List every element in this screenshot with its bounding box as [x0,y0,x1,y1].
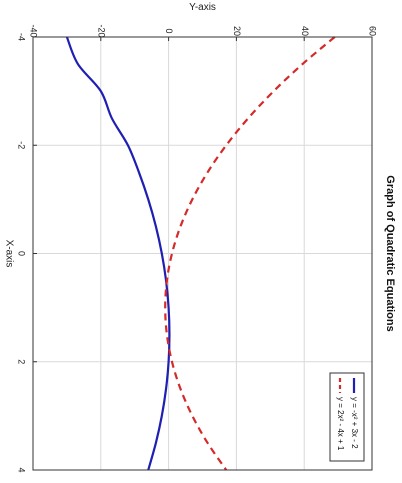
x-tick-label-1: -2 [17,141,27,149]
y-tick-label-5: 60 [368,26,378,36]
axis-labels: Y-axis X-axis Graph of Quadratic Equations [3,2,396,332]
x-tick-label-0: -4 [17,33,27,41]
y-tick-label-2: 0 [164,28,174,33]
series-line-1 [164,36,336,471]
chart-title: Graph of Quadratic Equations [384,175,396,331]
x-tick-label-4: 4 [17,467,27,472]
series-lines [65,36,336,471]
legend: y = -x² + 3x - 2 y = 2x² - 4x + 1 [329,372,365,462]
x-tick-label-2: 0 [17,251,27,256]
x-axis-label: X-axis [3,240,14,268]
y-tick-label-1: -20 [96,24,106,37]
grid [32,36,373,471]
y-tick-label-0: -40 [29,24,39,37]
y-axis-label: Y-axis [189,2,216,13]
legend-label-1: y = 2x² - 4x + 1 [336,397,345,451]
x-tick-label-3: 2 [17,359,27,364]
y-tick-label-4: 40 [300,26,310,36]
legend-box [329,372,365,462]
legend-label-0: y = -x² + 3x - 2 [350,397,359,449]
series-line-0 [65,36,171,471]
y-tick-label-3: 20 [232,26,242,36]
